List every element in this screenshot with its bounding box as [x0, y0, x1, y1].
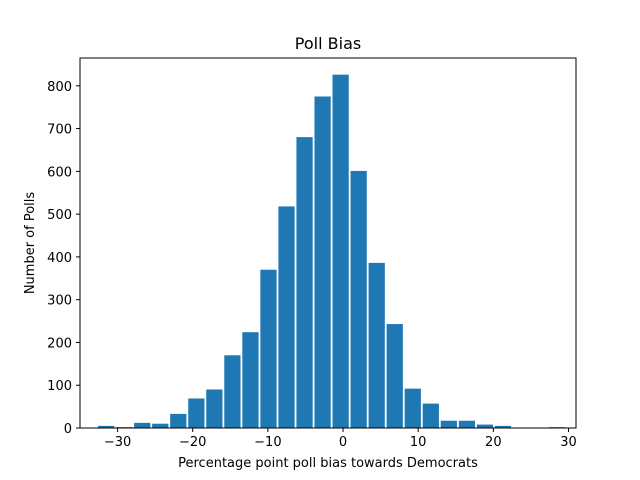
histogram-bar — [98, 425, 115, 428]
histogram-bar — [242, 332, 259, 428]
histogram-bar — [404, 388, 421, 428]
x-tick-label: −20 — [179, 435, 206, 450]
x-tick-label: 20 — [485, 435, 502, 450]
histogram-bar — [350, 170, 367, 428]
histogram-bar — [296, 137, 313, 429]
histogram-bar — [224, 355, 241, 428]
y-tick-label: 200 — [47, 336, 72, 351]
histogram-bar — [170, 413, 187, 428]
y-tick-label: 800 — [47, 80, 72, 95]
histogram-bar — [134, 422, 151, 428]
y-tick-label: 0 — [64, 422, 72, 437]
histogram-bar — [368, 262, 385, 428]
histogram-bar — [206, 389, 223, 428]
histogram-bar — [440, 420, 457, 428]
histogram-bar — [152, 423, 169, 428]
y-tick-label: 400 — [47, 251, 72, 266]
histogram-bar — [458, 420, 475, 428]
y-tick-label: 100 — [47, 379, 72, 394]
x-tick-label: 0 — [339, 435, 347, 450]
histogram-bar — [278, 206, 295, 428]
histogram-bar — [314, 96, 331, 429]
chart-title: Poll Bias — [295, 34, 361, 53]
plot-frame — [79, 57, 577, 429]
bars-group — [98, 74, 566, 429]
y-axis-ticks: 0 100 200 300 400 500 600 700 800 — [47, 80, 80, 437]
y-tick-label: 300 — [47, 294, 72, 309]
histogram-bar — [260, 269, 277, 428]
y-tick-label: 700 — [47, 123, 72, 138]
histogram-bar — [332, 74, 349, 429]
histogram-bar — [386, 324, 403, 428]
x-tick-label: 10 — [410, 435, 427, 450]
x-tick-label: −10 — [254, 435, 281, 450]
histogram-bar — [476, 424, 494, 428]
x-axis-ticks: −30 −20 −10 0 10 20 30 — [104, 428, 577, 450]
histogram-bar — [188, 398, 205, 428]
y-axis-label: Number of Polls — [23, 192, 38, 295]
histogram-bar — [494, 425, 512, 428]
x-tick-label: 30 — [560, 435, 577, 450]
histogram-bar — [422, 403, 439, 428]
y-tick-label: 500 — [47, 208, 72, 223]
y-tick-label: 600 — [47, 165, 72, 180]
x-axis-label: Percentage point poll bias towards Democ… — [178, 456, 478, 471]
x-tick-label: −30 — [104, 435, 131, 450]
